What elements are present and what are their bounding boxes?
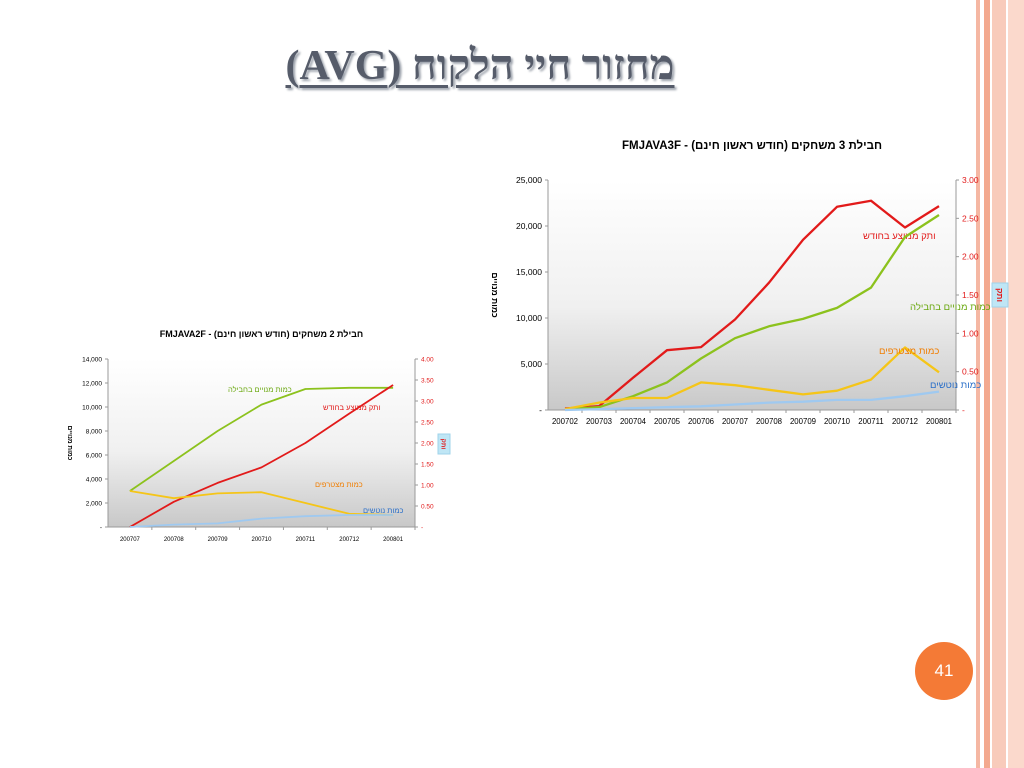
y-tick-label: 5,000 [521,359,543,369]
stripe [992,0,1006,768]
x-tick-label: 200712 [339,537,360,543]
y2-tick-label: 1.50 [421,461,434,468]
x-tick-label: 200710 [252,537,273,543]
plot-area [548,180,956,410]
y2-axis-label: ותק [995,288,1005,302]
x-tick-label: 200709 [208,537,229,543]
series-line [129,384,394,528]
y-tick-label: 14,000 [82,356,102,363]
y-tick-label: - [100,524,102,531]
x-tick-label: 200704 [620,417,647,426]
x-tick-label: 200706 [688,417,714,426]
y2-tick-label: 1.00 [962,328,979,338]
series-label: כמות נוטשים [930,380,981,391]
y-tick-label: 2,000 [86,500,103,507]
y2-tick-label: 3.00 [962,175,979,185]
stripe [1008,0,1024,768]
series-label: כמות נוטשים [363,506,403,515]
x-tick-label: 200703 [586,417,612,426]
x-tick-label: 200801 [926,417,952,426]
y2-label-box [437,433,451,455]
y-tick-label: 10,000 [516,313,542,323]
series-label: כמות מנויים בחבילה [910,301,991,313]
y2-tick-label: 3.00 [421,398,434,405]
series-label: כמות מצטרפים [315,480,363,489]
decorative-stripes [976,0,1024,768]
series-line [129,490,394,516]
y2-tick-label: 0.50 [421,503,434,510]
chart-fmjava2f: חבילת 2 משחקים (חודש ראשון חינם) - FMJAV… [66,329,451,543]
series-line [129,386,394,492]
series-line [129,514,394,528]
page-number: 41 [915,642,973,700]
y-tick-label: 8,000 [86,428,103,435]
series-line [564,346,940,411]
y2-axis-label: ותק [440,439,447,450]
y-tick-label: 20,000 [516,221,542,231]
series-line [564,390,940,412]
x-tick-label: 200707 [722,417,748,426]
y-tick-label: 4,000 [86,476,103,483]
series-label: כמות מצטרפים [879,346,939,357]
chart-title: חבילת 3 משחקים (חודש ראשון חינם) - FMJAV… [622,139,882,152]
slide-title: מחזור חיי הלקוח (AVG) [285,43,675,89]
x-tick-label: 200708 [164,537,185,543]
y-tick-label: 12,000 [82,380,102,387]
y-tick-label: 6,000 [86,452,103,459]
stripe [984,0,990,768]
chart-title: חבילת 2 משחקים (חודש ראשון חינם) - FMJAV… [160,329,364,339]
y2-tick-label: 2.50 [421,419,434,426]
x-tick-label: 200708 [756,417,782,426]
x-tick-label: 200705 [654,417,681,426]
y-tick-label: 25,000 [516,175,542,185]
x-tick-label: 200711 [858,417,884,426]
series-label: ותק ממוצע בחודש [323,403,380,412]
y-axis-label: כמות מנויים [490,272,500,318]
chart-fmjava3f: חבילת 3 משחקים (חודש ראשון חינם) - FMJAV… [490,139,1009,426]
y2-tick-label: - [421,524,423,531]
x-tick-label: 200712 [892,417,918,426]
x-tick-label: 200709 [790,417,816,426]
y2-tick-label: 2.50 [962,213,979,223]
y2-tick-label: 3.50 [421,377,434,384]
y-tick-label: 15,000 [516,267,542,277]
y2-tick-label: 4.00 [421,356,434,363]
x-tick-label: 200801 [383,537,404,543]
y-axis-label: כמות מנויים [66,426,73,461]
series-label: כמות מנויים בחבילה [228,385,292,394]
x-tick-label: 200710 [824,417,851,426]
y-tick-label: - [539,405,542,415]
y2-tick-label: - [962,405,965,415]
y2-tick-label: 1.50 [962,290,979,300]
y2-tick-label: 1.00 [421,482,434,489]
x-tick-label: 200707 [120,537,141,543]
y2-tick-label: 2.00 [421,440,434,447]
stripe [976,0,980,768]
x-tick-label: 200711 [296,537,316,543]
x-tick-label: 200702 [552,417,578,426]
y-tick-label: 10,000 [82,404,102,411]
series-line [564,199,940,410]
y2-label-box [991,282,1009,308]
y2-tick-label: 0.50 [962,367,979,377]
series-label: ותק ממוצע בחודש [863,231,936,242]
y2-tick-label: 2.00 [962,252,979,262]
